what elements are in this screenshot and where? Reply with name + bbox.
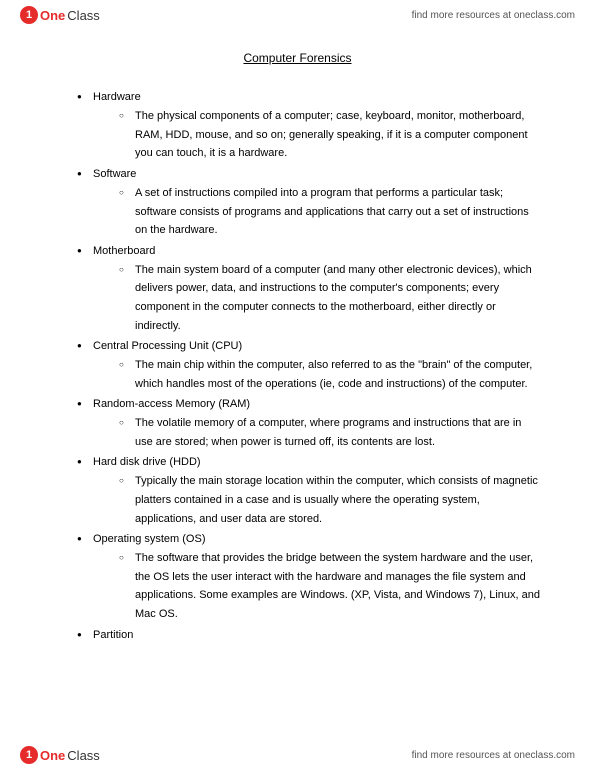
- document-body: Computer Forensics Hardware The physical …: [0, 30, 595, 686]
- list-item: Partition: [77, 626, 540, 645]
- brand-text-class: Class: [67, 8, 100, 23]
- list-item: Operating system (OS) The software that p…: [77, 530, 540, 623]
- definition-text: The main chip within the computer, also …: [135, 359, 532, 390]
- list-item: Central Processing Unit (CPU) The main ch…: [77, 337, 540, 393]
- definition-text: The volatile memory of a computer, where…: [135, 417, 521, 448]
- term-label: Operating system (OS): [93, 533, 205, 545]
- list-item: Software A set of instructions compiled i…: [77, 165, 540, 240]
- brand-text-one: One: [40, 748, 65, 763]
- definition-text: The main system board of a computer (and…: [135, 264, 532, 332]
- term-label: Software: [93, 168, 136, 180]
- definition-text: The software that provides the bridge be…: [135, 552, 540, 620]
- brand-logo-icon: 1: [20, 746, 38, 764]
- definition-sublist: The volatile memory of a computer, where…: [93, 414, 540, 451]
- definition-sublist: The main system board of a computer (and…: [93, 261, 540, 336]
- definition-item: Typically the main storage location with…: [119, 472, 540, 528]
- header-tagline: find more resources at oneclass.com: [412, 10, 575, 21]
- definition-sublist: The software that provides the bridge be…: [93, 549, 540, 624]
- definition-item: A set of instructions compiled into a pr…: [119, 184, 540, 240]
- definition-sublist: The main chip within the computer, also …: [93, 356, 540, 393]
- definition-item: The physical components of a computer; c…: [119, 107, 540, 163]
- footer-tagline: find more resources at oneclass.com: [412, 750, 575, 761]
- term-label: Motherboard: [93, 245, 155, 257]
- term-label: Random-access Memory (RAM): [93, 398, 250, 410]
- list-item: Random-access Memory (RAM) The volatile m…: [77, 395, 540, 451]
- definition-list: Hardware The physical components of a com…: [55, 88, 540, 644]
- definition-item: The volatile memory of a computer, where…: [119, 414, 540, 451]
- definition-item: The main chip within the computer, also …: [119, 356, 540, 393]
- page-header: 1 OneClass find more resources at onecla…: [0, 0, 595, 30]
- brand-logo-icon: 1: [20, 6, 38, 24]
- definition-sublist: A set of instructions compiled into a pr…: [93, 184, 540, 240]
- term-label: Central Processing Unit (CPU): [93, 340, 242, 352]
- term-label: Partition: [93, 629, 133, 641]
- definition-sublist: The physical components of a computer; c…: [93, 107, 540, 163]
- brand-text-one: One: [40, 8, 65, 23]
- page-footer: 1 OneClass find more resources at onecla…: [0, 740, 595, 770]
- definition-text: The physical components of a computer; c…: [135, 110, 528, 159]
- brand-logo-group: 1 OneClass: [20, 746, 100, 764]
- definition-sublist: Typically the main storage location with…: [93, 472, 540, 528]
- term-label: Hardware: [93, 91, 141, 103]
- list-item: Hard disk drive (HDD) Typically the main …: [77, 453, 540, 528]
- definition-text: A set of instructions compiled into a pr…: [135, 187, 529, 236]
- document-title: Computer Forensics: [55, 48, 540, 68]
- brand-text-class: Class: [67, 748, 100, 763]
- definition-item: The software that provides the bridge be…: [119, 549, 540, 624]
- definition-item: The main system board of a computer (and…: [119, 261, 540, 336]
- list-item: Hardware The physical components of a com…: [77, 88, 540, 163]
- term-label: Hard disk drive (HDD): [93, 456, 201, 468]
- brand-logo-group: 1 OneClass: [20, 6, 100, 24]
- list-item: Motherboard The main system board of a co…: [77, 242, 540, 335]
- definition-text: Typically the main storage location with…: [135, 475, 538, 524]
